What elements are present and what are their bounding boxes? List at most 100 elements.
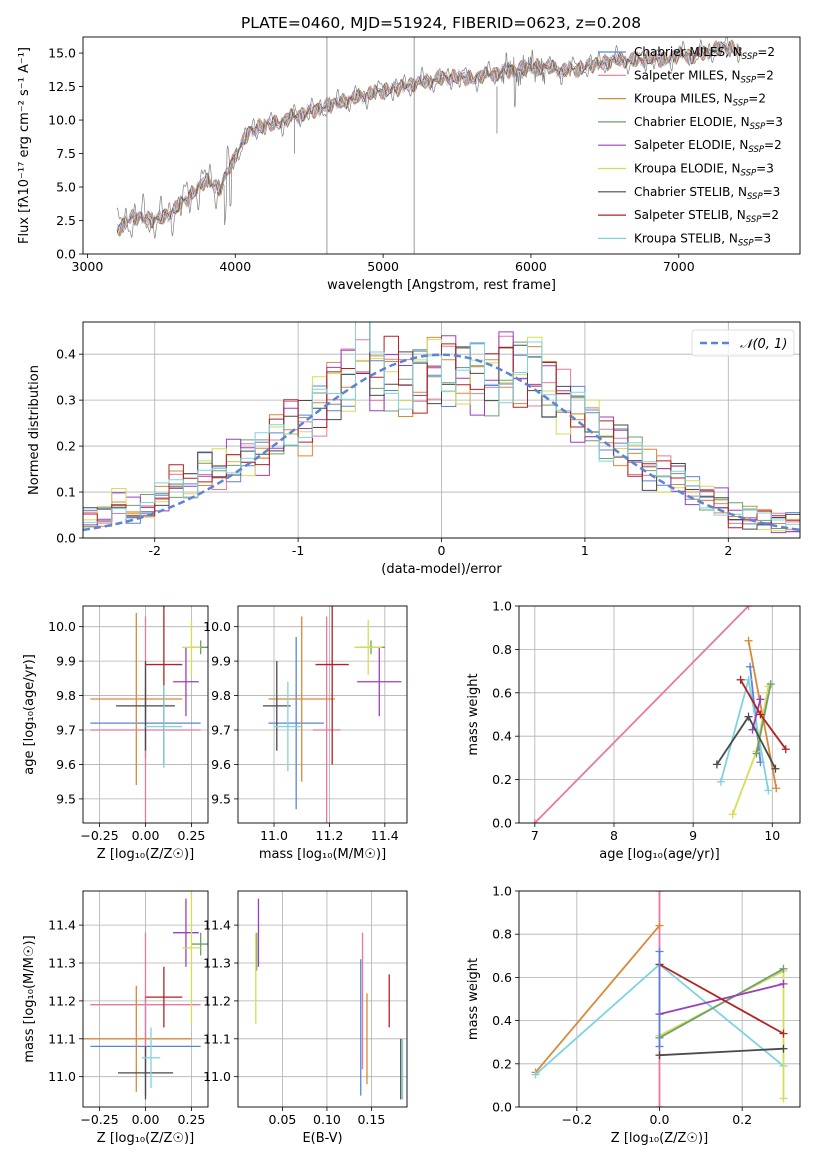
y-tick-label: 1.0 xyxy=(492,884,512,899)
y-axis-label: mass [log₁₀(M/M☉)] xyxy=(22,935,37,1062)
legend-label: Kroupa ELODIE, NSSP=3 xyxy=(634,162,774,179)
legend-label: Chabrier STELIB, NSSP=3 xyxy=(634,185,780,202)
legend-box xyxy=(691,329,795,357)
y-tick-label: 0.4 xyxy=(56,347,76,362)
y-tick-label: 11.0 xyxy=(203,1069,231,1084)
x-tick-label: -2 xyxy=(148,543,160,558)
x-tick-label: 2 xyxy=(724,543,732,558)
legend-label-main: Salpeter STELIB, N xyxy=(634,208,746,222)
x-axis-label: wavelength [Angstrom, rest frame] xyxy=(327,278,556,293)
y-axis-label: Flux [fλ10⁻¹⁷ erg cm⁻² s⁻¹ A⁻¹] xyxy=(17,47,32,244)
x-tick-label: 0.05 xyxy=(269,1112,297,1127)
x-tick-label: 5000 xyxy=(367,259,399,274)
legend-label-tail: =3 xyxy=(754,231,772,245)
y-tick-label: 0.4 xyxy=(492,729,512,744)
x-tick-label: 9 xyxy=(689,828,697,843)
x-tick-label: 6000 xyxy=(515,259,547,274)
y-tick-label: 11.3 xyxy=(48,956,76,971)
x-tick-label: 0.15 xyxy=(357,1112,385,1127)
figure-title: PLATE=0460, MJD=51924, FIBERID=0623, z=0… xyxy=(241,14,641,32)
mass-vs-extinction-panel: 0.05 0.10 0.15 11.0 11.1 11.2 11.3 11.4 E(B-V) xyxy=(203,890,408,1146)
x-axis-label: E(B-V) xyxy=(302,1131,342,1146)
y-tick-label: 9.7 xyxy=(211,723,231,738)
legend-label-tail: =3 xyxy=(763,185,781,199)
legend-label-main: Salpeter ELODIE, N xyxy=(634,138,748,152)
weight-lines xyxy=(530,606,790,823)
legend-label-sub: SSP xyxy=(742,52,758,62)
legend-label: 𝒩(0, 1) xyxy=(740,337,787,352)
y-tick-label: 0.0 xyxy=(492,1100,512,1115)
legend-label-sub: SSP xyxy=(741,169,757,179)
legend-label-tail: =3 xyxy=(756,162,774,176)
legend-label-tail: =2 xyxy=(756,68,774,82)
legend-label-main: Chabrier MILES, N xyxy=(634,45,742,59)
y-tick-label: 10.0 xyxy=(48,619,76,634)
plot-frame xyxy=(82,321,801,539)
weight-line xyxy=(534,925,661,1073)
x-tick-label: 4000 xyxy=(219,259,251,274)
x-tick-label: 0.25 xyxy=(178,828,206,843)
legend-label-tail: =2 xyxy=(757,45,775,59)
mass-weight-vs-metallicity-panel: −0.2 0.0 0.2 0.0 0.2 0.4 0.6 0.8 1.0 Z [log₁₀(Z/Z… xyxy=(466,884,801,1146)
y-axis-label: age [log₁₀(age/yr)] xyxy=(22,654,37,775)
legend-label-main: Kroupa MILES, N xyxy=(634,92,733,106)
legend-label: Kroupa STELIB, NSSP=3 xyxy=(634,231,771,248)
histogram-steps xyxy=(83,322,800,534)
x-tick-label: 3000 xyxy=(72,259,104,274)
weight-line xyxy=(659,1047,784,1057)
y-tick-label: 0.0 xyxy=(56,531,76,546)
y-tick-label: 0.8 xyxy=(492,927,512,942)
y-tick-label: 9.9 xyxy=(56,654,76,669)
weight-line xyxy=(659,968,784,1039)
y-tick-label: 11.1 xyxy=(203,1031,231,1046)
error-bars xyxy=(262,606,402,823)
y-tick-label: 0.2 xyxy=(492,772,512,787)
y-tick-label: 9.8 xyxy=(211,688,231,703)
y-tick-label: 0.6 xyxy=(492,970,512,985)
x-tick-label: 0.10 xyxy=(313,1112,341,1127)
x-axis-label: Z [log₁₀(Z/Z☉)] xyxy=(611,1131,708,1146)
normal-curve-line xyxy=(83,353,800,532)
x-tick-label: -1 xyxy=(292,543,304,558)
y-tick-label: 9.8 xyxy=(56,688,76,703)
y-tick-label: 0.0 xyxy=(56,247,76,262)
y-tick-label: 7.5 xyxy=(56,146,76,161)
x-tick-label: 8 xyxy=(610,828,618,843)
y-tick-label: 2.5 xyxy=(56,213,76,228)
y-tick-label: 5.0 xyxy=(56,180,76,195)
x-tick-label: 10 xyxy=(764,828,780,843)
legend-label-sub: SSP xyxy=(746,215,762,225)
y-tick-label: 11.2 xyxy=(203,993,231,1008)
plot-frame xyxy=(518,605,801,824)
legend-label-main: Kroupa ELODIE, N xyxy=(634,162,741,176)
y-tick-label: 11.2 xyxy=(48,993,76,1008)
plot-frame xyxy=(82,890,209,1108)
y-tick-label: 11.4 xyxy=(48,918,76,933)
error-bars xyxy=(90,606,208,823)
x-tick-label: 0.00 xyxy=(132,1112,160,1127)
x-tick-label: −0.25 xyxy=(80,1112,118,1127)
legend-label: Salpeter MILES, NSSP=2 xyxy=(634,68,774,85)
legend-label: Kroupa MILES, NSSP=2 xyxy=(634,92,766,109)
y-tick-label: 0.4 xyxy=(492,1013,512,1028)
y-tick-label: 11.0 xyxy=(48,1069,76,1084)
legend-label-tail: =2 xyxy=(748,92,766,106)
legend-label-main: Chabrier ELODIE, N xyxy=(634,115,750,129)
weight-line xyxy=(659,963,784,1035)
mass-weight-vs-age-panel: 7 8 9 10 0.0 0.2 0.4 0.6 0.8 1.0 age [log₁₀(age/yr… xyxy=(466,599,801,862)
model-spectrum-line xyxy=(116,41,742,232)
model-spectrum-line xyxy=(116,40,742,234)
legend-label-sub: SSP xyxy=(747,192,763,202)
y-tick-label: 0.2 xyxy=(56,439,76,454)
legend-label-main: Chabrier STELIB, N xyxy=(634,185,747,199)
y-tick-label: 0.1 xyxy=(56,485,76,500)
y-tick-label: 11.3 xyxy=(203,956,231,971)
y-tick-label: 0.8 xyxy=(492,642,512,657)
weight-line xyxy=(659,969,785,1099)
x-tick-label: 11.2 xyxy=(316,828,344,843)
y-axis-label: Normed distribution xyxy=(27,365,42,495)
spectrum-lines xyxy=(116,37,743,254)
y-tick-label: 10.0 xyxy=(203,619,231,634)
x-axis-label: Z [log₁₀(Z/Z☉)] xyxy=(97,1131,194,1146)
